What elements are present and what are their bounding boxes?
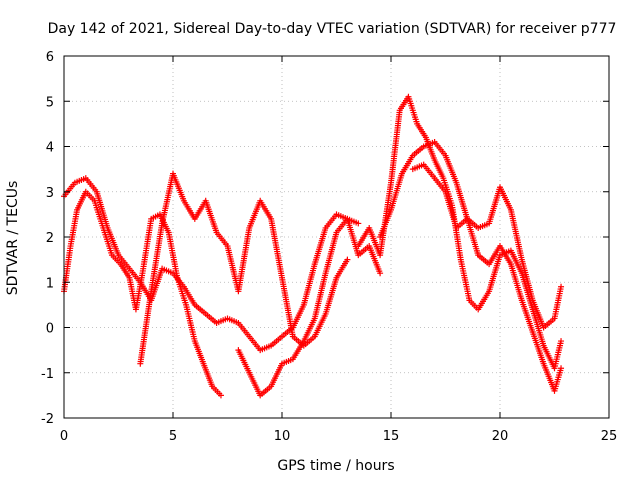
data-point: [558, 283, 565, 290]
y-tick-label: 2: [46, 231, 54, 246]
data-point: [217, 392, 224, 399]
y-tick-label: 0: [46, 322, 54, 337]
y-axis-title: SDTVAR / TECUs: [5, 181, 21, 296]
x-axis-title: GPS time / hours: [277, 458, 394, 474]
y-tick-label: -2: [41, 412, 54, 427]
data-point: [377, 270, 384, 277]
chart-title: Day 142 of 2021, Sidereal Day-to-day VTE…: [48, 21, 617, 37]
x-tick-label: 25: [601, 429, 618, 444]
y-tick-label: -1: [41, 367, 54, 382]
y-axis: -2 -1 0 1 2 3 4 5 6: [41, 50, 609, 427]
x-tick-label: 0: [60, 429, 68, 444]
x-axis: 0 5 10 15 20 25: [60, 56, 617, 444]
x-tick-label: 5: [169, 429, 177, 444]
data-marks: [61, 93, 565, 399]
data-point: [558, 365, 565, 372]
x-tick-label: 10: [274, 429, 291, 444]
x-tick-label: 20: [492, 429, 509, 444]
y-tick-label: 3: [46, 186, 54, 201]
y-tick-label: 5: [46, 95, 54, 110]
data-point: [355, 220, 362, 227]
x-tick-label: 15: [383, 429, 400, 444]
data-point: [344, 256, 351, 263]
y-tick-label: 4: [46, 141, 54, 156]
y-tick-label: 1: [46, 276, 54, 291]
data-point: [558, 338, 565, 345]
y-tick-label: 6: [46, 50, 54, 65]
